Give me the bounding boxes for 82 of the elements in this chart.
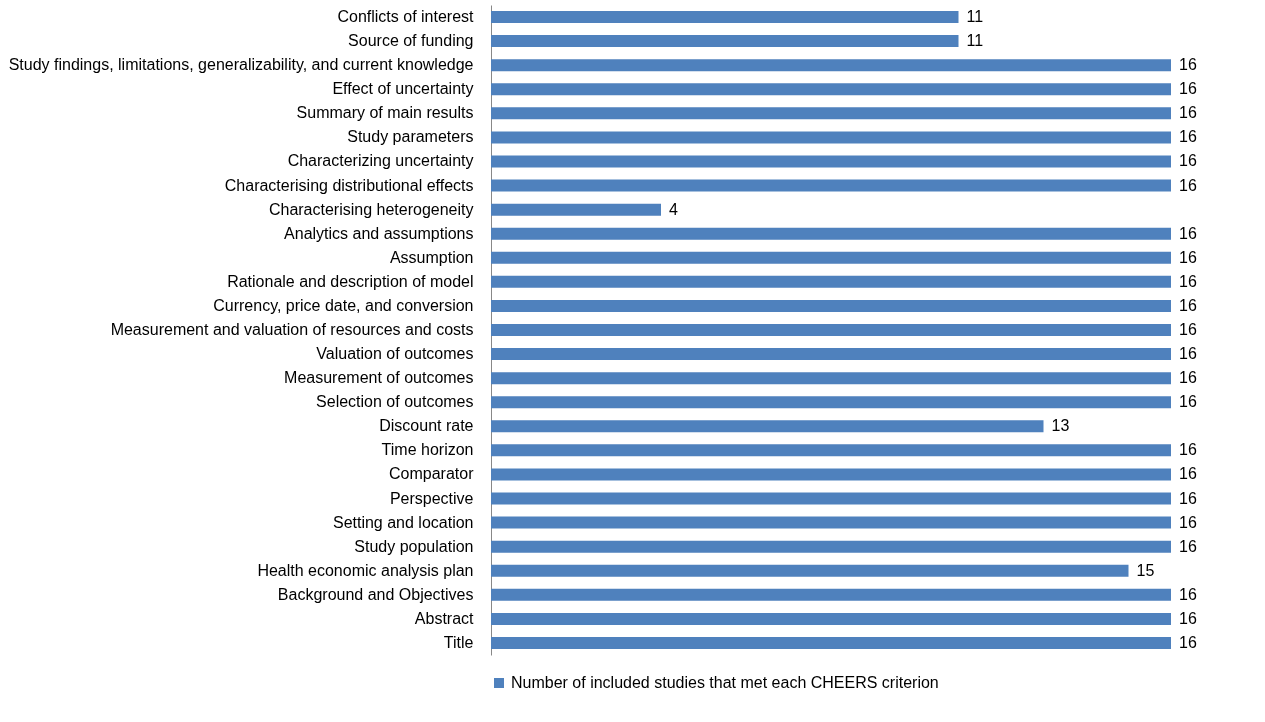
y-tick-label: Title (443, 633, 474, 651)
bar (491, 324, 1171, 336)
bar (491, 540, 1171, 553)
y-tick-label: Abstract (414, 609, 475, 627)
data-label: 16 (1179, 104, 1197, 122)
data-label: 16 (1179, 296, 1197, 314)
bar (491, 420, 1044, 433)
data-label: 16 (1179, 369, 1197, 387)
bar (491, 612, 1171, 625)
data-label: 11 (966, 8, 984, 26)
bar (491, 59, 1171, 72)
data-label: 16 (1179, 80, 1197, 98)
data-label: 16 (1179, 128, 1197, 146)
y-tick-label: Comparator (389, 465, 475, 483)
data-label: 16 (1179, 537, 1197, 555)
data-label: 16 (1179, 176, 1197, 194)
data-label: 16 (1179, 633, 1197, 651)
y-tick-label: Currency, price date, and conversion (213, 296, 474, 314)
y-tick-label: Background and Objectives (277, 585, 474, 603)
y-tick-label: Health economic analysis plan (257, 561, 474, 579)
data-label: 13 (1051, 417, 1070, 435)
bar (491, 203, 661, 216)
y-tick-label: Discount rate (379, 417, 474, 435)
bar (491, 492, 1171, 505)
y-tick-label: Characterising heterogeneity (268, 200, 474, 218)
data-label: 11 (966, 32, 984, 50)
y-tick-label: Measurement and valuation of resources and costs (110, 321, 474, 338)
bar (491, 107, 1171, 120)
data-label: 4 (669, 200, 678, 218)
y-tick-label: Analytics and assumptions (284, 224, 474, 242)
bar (491, 11, 959, 24)
data-label: 16 (1179, 56, 1197, 74)
bar (491, 636, 1171, 649)
bar (491, 299, 1171, 312)
bar (491, 227, 1171, 240)
data-label: 16 (1179, 248, 1197, 266)
y-tick-label: Study findings, limitations, generalizability, and current knowledge (8, 56, 474, 74)
legend-label: Number of included studies that met each CHEERS criterion (511, 674, 939, 691)
data-label: 16 (1179, 321, 1197, 338)
data-label: 16 (1179, 393, 1197, 411)
y-tick-label: Rationale and description of model (227, 272, 474, 290)
data-label: 16 (1179, 513, 1197, 531)
y-tick-label: Measurement of outcomes (284, 369, 474, 387)
y-tick-label: Conflicts of interest (337, 8, 475, 26)
data-label: 15 (1136, 561, 1155, 579)
bar (491, 396, 1171, 409)
bar (491, 588, 1171, 601)
y-tick-label: Assumption (389, 248, 474, 266)
y-tick-label: Setting and location (332, 513, 474, 531)
data-label: 16 (1179, 441, 1197, 459)
bar (491, 179, 1171, 192)
data-label: 16 (1179, 345, 1197, 363)
bar (491, 251, 1171, 264)
data-label: 16 (1179, 224, 1197, 242)
bar (491, 516, 1171, 529)
data-label: 16 (1179, 272, 1197, 290)
y-tick-label: Characterising distributional effects (224, 176, 474, 194)
data-label: 16 (1179, 152, 1197, 170)
y-tick-label: Time horizon (381, 441, 474, 459)
bar (491, 564, 1129, 577)
bar (491, 468, 1171, 481)
bar (491, 155, 1171, 168)
y-tick-label: Source of funding (348, 32, 474, 50)
y-tick-label: Study parameters (347, 128, 474, 146)
bar (491, 35, 959, 48)
data-label: 16 (1179, 465, 1197, 483)
bar (491, 131, 1171, 144)
y-tick-label: Summary of main results (296, 104, 474, 122)
y-tick-label: Effect of uncertainty (332, 80, 474, 98)
bar (491, 444, 1171, 457)
data-label: 16 (1179, 609, 1197, 627)
data-label: 16 (1179, 489, 1197, 507)
bar (491, 372, 1171, 385)
bar (491, 275, 1171, 288)
y-tick-label: Perspective (389, 489, 474, 507)
bar (491, 83, 1171, 96)
y-tick-label: Selection of outcomes (316, 393, 474, 411)
data-label: 16 (1179, 585, 1197, 603)
bar (491, 348, 1171, 361)
y-tick-label: Study population (354, 537, 474, 555)
y-tick-label: Characterizing uncertainty (287, 152, 474, 170)
y-tick-label: Valuation of outcomes (316, 345, 474, 363)
